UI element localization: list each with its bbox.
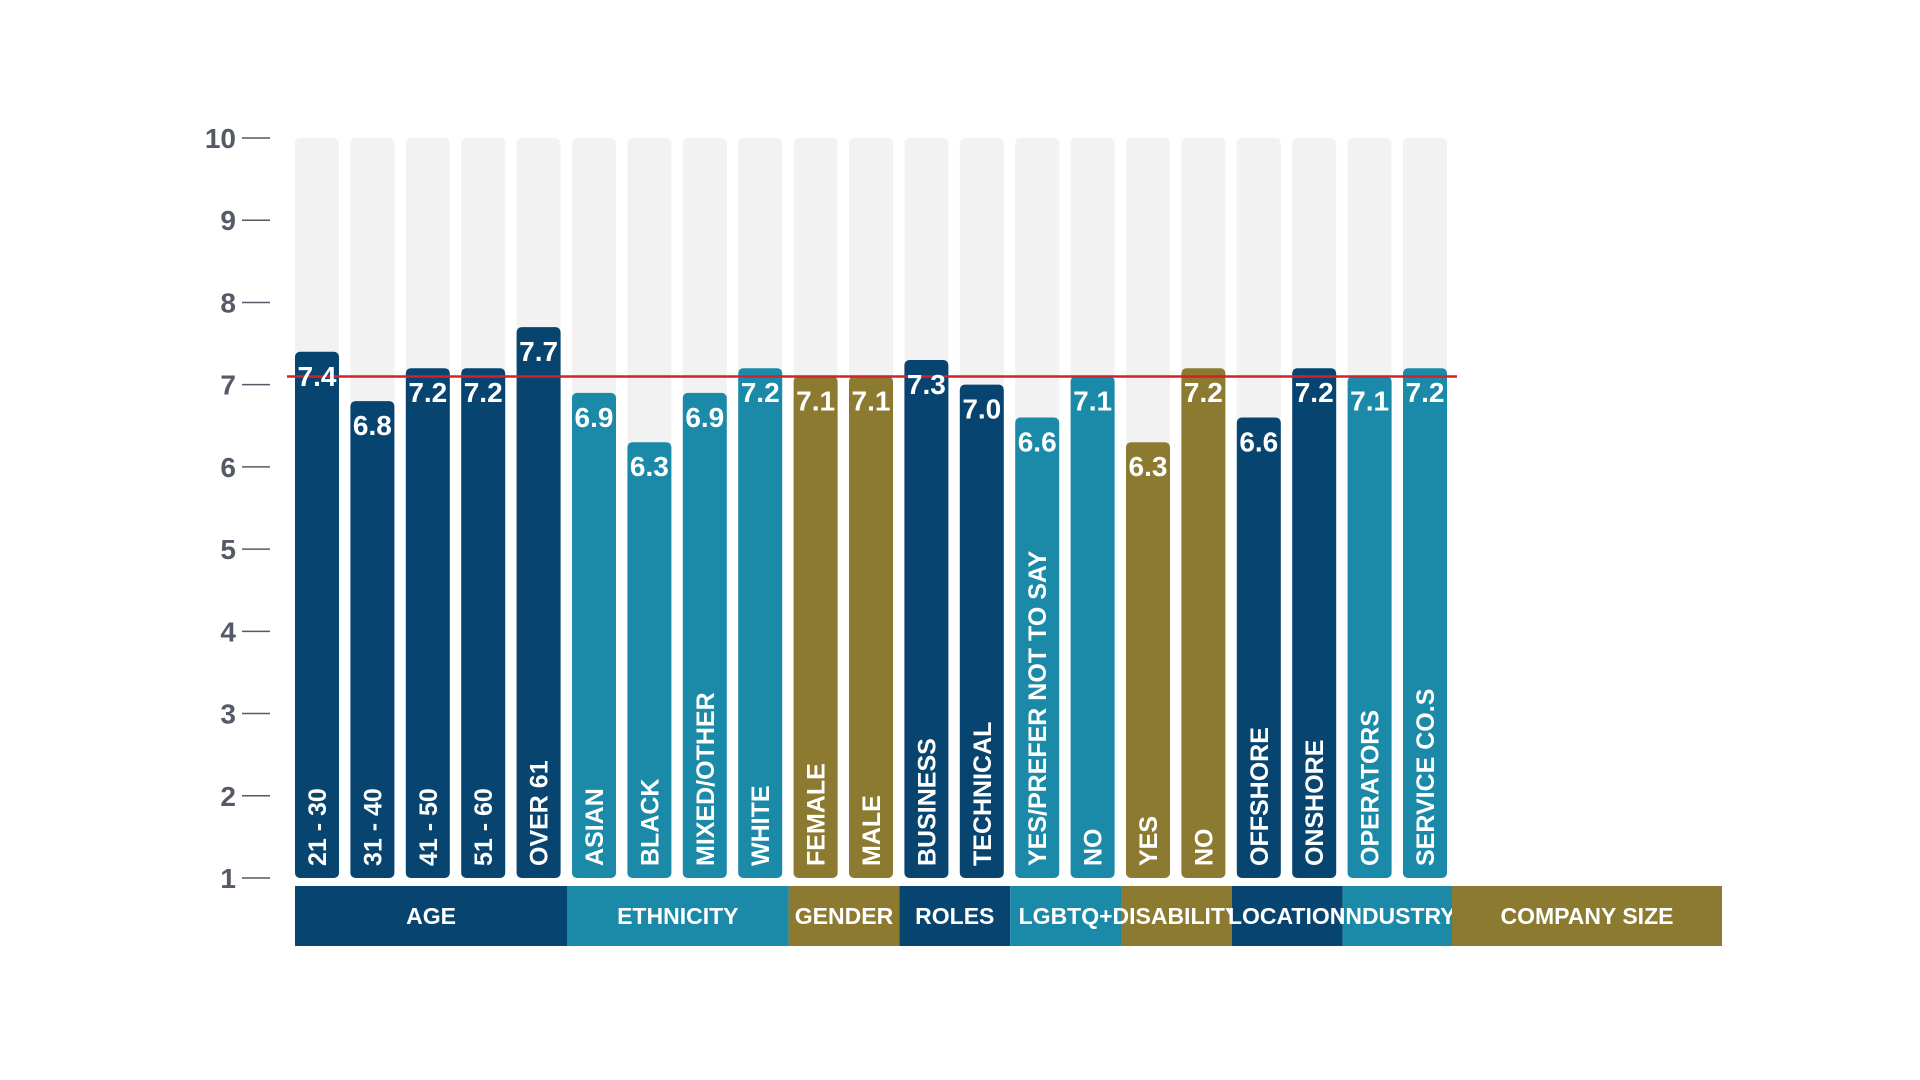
y-axis: 1 2 3 4 5 6 7 8 9 10 <box>205 123 270 894</box>
bar-category-label: OFFSHORE <box>1246 727 1274 866</box>
group-label: AGE <box>406 903 456 929</box>
bar-category-label: OVER 61 <box>526 760 554 866</box>
bar-category-label: 41 - 50 <box>415 788 443 866</box>
y-tick-label: 10 <box>205 123 236 154</box>
group-label: ROLES <box>915 903 994 929</box>
group-label: ETHNICITY <box>617 903 738 929</box>
bar-category-label: ASIAN <box>581 788 609 866</box>
bar-category-label: NO <box>1190 829 1218 867</box>
bar-value-label: 6.3 <box>630 451 669 482</box>
bar <box>904 360 949 878</box>
bar-category-label: OPERATORS <box>1357 710 1385 866</box>
bar-category-label: NO <box>1080 829 1108 867</box>
bar-category-label: MIXED/OTHER <box>692 692 720 866</box>
bar <box>1403 368 1447 878</box>
bar <box>1126 442 1170 878</box>
bars <box>295 327 1447 879</box>
bar <box>1347 376 1392 878</box>
bar-texts: 7.4 21 - 30 6.8 31 - 40 7.2 41 - 50 7.2 51 - 60… <box>298 336 1445 866</box>
bar-value-label: 7.4 <box>298 361 337 392</box>
bar-category-label: 21 - 30 <box>304 788 332 866</box>
bar <box>682 392 727 878</box>
group-label: LGBTQ+ <box>1019 903 1113 929</box>
bar <box>1236 417 1281 878</box>
bar <box>1070 376 1115 878</box>
bar-category-label: SERVICE CO.S <box>1412 689 1440 866</box>
bar-category-label: MALE <box>858 795 886 866</box>
y-tick-label: 9 <box>220 205 236 236</box>
bar-category-label: BUSINESS <box>913 738 941 866</box>
group-band <box>899 886 1011 946</box>
bar-value-label: 7.1 <box>1073 385 1112 416</box>
group-band <box>1231 886 1343 946</box>
bar <box>295 351 339 878</box>
y-tick-label: 1 <box>220 863 236 894</box>
bar <box>1015 417 1060 878</box>
group-band <box>1121 886 1232 946</box>
group-band <box>567 886 789 946</box>
bar-value-label: 6.9 <box>575 402 614 433</box>
bar-value-label: 7.2 <box>408 377 447 408</box>
bar-value-label: 7.3 <box>907 369 946 400</box>
bar-value-label: 6.6 <box>1239 427 1278 458</box>
bar-value-label: 7.7 <box>519 336 558 367</box>
bar-value-label: 6.9 <box>685 402 724 433</box>
bar-value-label: 6.3 <box>1129 451 1168 482</box>
bar <box>405 368 450 878</box>
bar <box>516 327 561 879</box>
bar-category-label: WHITE <box>747 785 775 866</box>
bar-value-label: 7.0 <box>962 394 1001 425</box>
group-band <box>788 886 900 946</box>
bar-value-label: 7.2 <box>1406 377 1445 408</box>
group-band <box>295 886 567 946</box>
y-tick-label: 4 <box>220 616 236 647</box>
bar-category-label: 31 - 40 <box>359 788 387 866</box>
bar-category-label: FEMALE <box>803 763 831 866</box>
group-label: COMPANY SIZE <box>1501 903 1674 929</box>
bar <box>849 376 893 878</box>
bar-value-label: 7.1 <box>1350 385 1389 416</box>
bar-category-label: YES <box>1135 816 1163 866</box>
category-group-bands: AGE ETHNICITY GENDER ROLES LGBTQ+ DISABILITYL… <box>295 886 1722 946</box>
bar <box>350 401 395 878</box>
group-label: LOCATION <box>1228 903 1346 929</box>
bar-category-label: BLACK <box>636 779 664 867</box>
bar-value-label: 7.2 <box>741 377 780 408</box>
bar <box>738 368 783 878</box>
bar-value-label: 6.6 <box>1018 427 1057 458</box>
bar-value-label: 7.2 <box>464 377 503 408</box>
group-label: DISABILITY <box>1113 903 1241 929</box>
bar-value-label: 7.2 <box>1295 377 1334 408</box>
bar <box>1292 368 1337 878</box>
bar <box>1181 368 1226 878</box>
bar-category-label: TECHNICAL <box>969 722 997 866</box>
bar-category-label: YES/PREFER NOT TO SAY <box>1024 550 1052 866</box>
bar-category-label: 51 - 60 <box>470 788 498 866</box>
y-tick-label: 3 <box>220 699 236 730</box>
y-tick-label: 6 <box>220 452 236 483</box>
y-tick-label: 5 <box>220 534 236 565</box>
y-tick-label: 8 <box>220 287 236 318</box>
y-tick-label: 2 <box>220 781 236 812</box>
bar-value-label: 7.1 <box>852 385 891 416</box>
bar <box>959 384 1004 878</box>
group-label: INDUSTRY <box>1339 903 1456 929</box>
bar <box>793 376 838 878</box>
bar-value-label: 6.8 <box>353 410 392 441</box>
bar-value-label: 7.2 <box>1184 377 1223 408</box>
y-tick-label: 7 <box>220 370 236 401</box>
group-band <box>1342 886 1452 946</box>
bar <box>461 368 506 878</box>
group-band <box>1452 886 1722 946</box>
bar <box>627 442 672 878</box>
bar-category-label: ONSHORE <box>1301 740 1329 866</box>
group-label: GENDER <box>795 903 894 929</box>
group-band <box>1010 886 1121 946</box>
bar-value-label: 7.1 <box>796 385 835 416</box>
bar <box>572 392 616 878</box>
